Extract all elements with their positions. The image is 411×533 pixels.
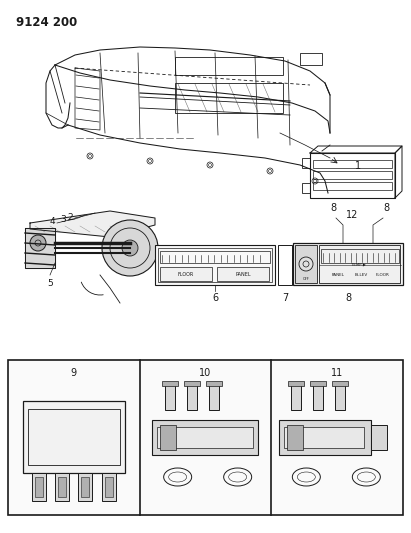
Text: FLOOR: FLOOR [376,273,390,277]
Text: PANEL: PANEL [332,273,344,277]
Ellipse shape [122,240,138,256]
Ellipse shape [102,220,158,276]
Bar [313,382,323,410]
Text: 12: 12 [346,210,358,220]
Bar [184,381,200,386]
Text: 8: 8 [383,203,389,213]
Bar [55,473,69,501]
Bar [35,477,43,497]
Bar [332,381,349,386]
Bar [155,245,275,285]
Polygon shape [30,211,155,237]
Text: TEMP ▶: TEMP ▶ [351,263,365,267]
Bar [371,425,387,450]
Text: OFF: OFF [302,277,309,281]
Bar [319,245,400,283]
Bar [295,245,317,283]
Text: FLOOR: FLOOR [178,271,194,277]
Bar [217,267,269,281]
Text: 3: 3 [60,214,66,223]
Bar [300,53,322,65]
Bar [160,267,212,281]
Bar [32,473,46,501]
Bar [187,382,197,410]
Text: 9: 9 [71,368,77,378]
Bar [313,182,392,190]
Bar [313,160,392,168]
Text: 11: 11 [331,368,343,378]
Text: BI-LEV: BI-LEV [354,273,367,277]
Bar [175,57,283,75]
Bar [206,381,222,386]
Bar [310,381,326,386]
Bar [175,83,283,113]
Bar [321,249,399,263]
Bar [287,425,303,450]
Bar [160,251,270,263]
Bar [302,158,310,168]
Text: 9124 200: 9124 200 [16,16,77,29]
Bar [23,401,125,473]
Bar [278,245,292,285]
Bar [209,382,219,410]
Ellipse shape [30,235,46,251]
Bar [152,420,259,455]
Text: 1: 1 [355,161,361,171]
Bar [159,425,175,450]
Ellipse shape [299,257,313,271]
Text: 6: 6 [212,293,218,303]
Bar [158,248,272,282]
Bar [279,420,371,455]
Text: 8: 8 [330,203,336,213]
Bar [162,381,178,386]
Bar [310,153,395,198]
Bar [104,477,113,497]
Text: 7: 7 [282,293,288,303]
Text: 8: 8 [345,293,351,303]
Text: 10: 10 [199,368,212,378]
Bar [28,409,120,465]
Bar [81,477,90,497]
Bar [293,243,403,285]
Bar [302,183,310,193]
Bar [165,382,175,410]
Bar [335,382,345,410]
Text: PANEL: PANEL [235,271,251,277]
Text: 5: 5 [47,279,53,288]
Polygon shape [25,228,55,268]
Text: 2: 2 [67,213,73,222]
Text: 4: 4 [49,217,55,227]
Bar [8,360,403,515]
Bar [284,427,364,448]
Bar [313,171,392,179]
Bar [79,473,92,501]
Bar [58,477,66,497]
Bar [291,382,301,410]
Bar [102,473,115,501]
Bar [157,427,253,448]
Bar [289,381,304,386]
